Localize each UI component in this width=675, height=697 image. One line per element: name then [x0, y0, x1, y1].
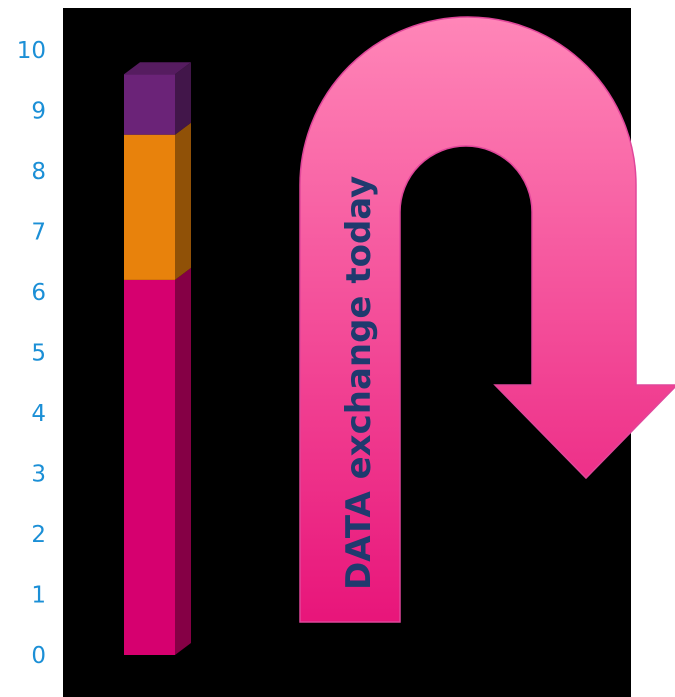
bar-segment-2-front: [124, 134, 175, 280]
bar-top-face: [124, 62, 191, 75]
bar-segment-1-front: [124, 279, 175, 655]
arrow-text: DATA exchange today: [339, 176, 379, 590]
y-tick-label: 5: [31, 341, 46, 367]
bar-segment-2-side: [175, 122, 191, 280]
y-tick-label: 9: [31, 99, 46, 125]
y-tick-label: 3: [31, 462, 46, 488]
y-tick-label: 1: [31, 583, 46, 609]
y-tick-label: 0: [31, 643, 46, 669]
y-tick-label: 7: [31, 220, 46, 246]
y-tick-label: 2: [31, 522, 46, 548]
bar-segment-3-front: [124, 74, 175, 135]
y-tick-label: 4: [31, 401, 46, 427]
u-turn-arrow-shape: [299, 16, 675, 623]
y-axis-tick-labels: 0 1 2 3 4 5 6 7 8 9 10: [17, 38, 46, 669]
stacked-bar: [124, 62, 191, 655]
y-tick-label: 8: [31, 159, 46, 185]
y-tick-label: 10: [17, 38, 46, 64]
bar-segment-3-side: [175, 62, 191, 135]
y-tick-label: 6: [31, 280, 46, 306]
u-turn-arrow: DATA exchange today: [299, 16, 675, 623]
bar-segment-1-side: [175, 267, 191, 655]
